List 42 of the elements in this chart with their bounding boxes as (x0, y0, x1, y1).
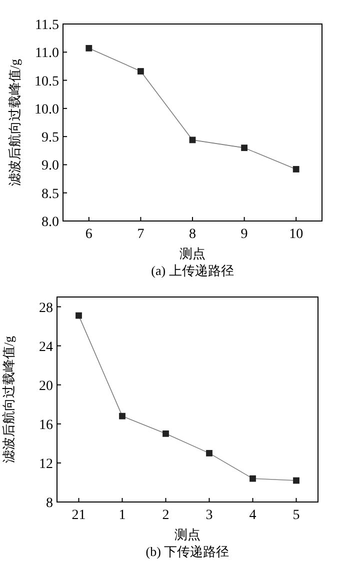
point (138, 68, 144, 74)
point (76, 312, 82, 319)
x-tick-label: 2 (162, 508, 170, 523)
y-tick-label: 8 (46, 496, 53, 511)
x-tick-label: 1 (118, 508, 126, 523)
y-tick-label: 28 (39, 300, 53, 316)
x-tick-label: 7 (137, 227, 144, 242)
point (241, 144, 248, 152)
y-tick-label: 8.0 (42, 215, 59, 230)
y-axis-title: 滤波后航向过载峰值/g (1, 335, 16, 464)
point (189, 136, 196, 144)
point (162, 430, 169, 437)
x-axis-title: 测点 (174, 527, 200, 542)
y-tick-label: 9.5 (42, 130, 59, 146)
x-axis-title: 测点 (180, 246, 206, 261)
x-tick-label: 3 (206, 508, 213, 523)
point (293, 477, 300, 484)
point (119, 412, 126, 420)
y-tick-label: 10.5 (34, 74, 59, 90)
y-tick-label: 20 (39, 378, 53, 394)
y-tick-label: 12 (39, 456, 53, 472)
point (250, 475, 256, 482)
point (292, 166, 300, 172)
x-tick-label: 4 (249, 508, 256, 523)
text: (a) 上传递路径 (151, 263, 234, 278)
x-tick-label: 9 (240, 227, 248, 242)
y-tick-label: 10.0 (34, 102, 59, 118)
x-tick-label: 21 (72, 508, 86, 523)
y-tick-label: 11.0 (35, 46, 59, 62)
x-tick-label: 6 (85, 227, 92, 242)
y-tick-label: 8.5 (42, 186, 59, 202)
x-tick-label: 10 (289, 227, 304, 242)
y-tick-label: 9.0 (42, 158, 59, 174)
text: (b) 下传递路径 (146, 544, 230, 559)
y-tick-label: 24 (39, 340, 53, 355)
point (86, 45, 92, 52)
x-tick-label: 5 (292, 508, 300, 523)
y-axis-title: 滤波后航向过载峰值/g (7, 58, 22, 186)
y-tick-label: 11.5 (35, 18, 59, 33)
point (206, 450, 212, 456)
y-tick-label: 16 (39, 418, 53, 433)
x-tick-label: 8 (189, 227, 196, 242)
